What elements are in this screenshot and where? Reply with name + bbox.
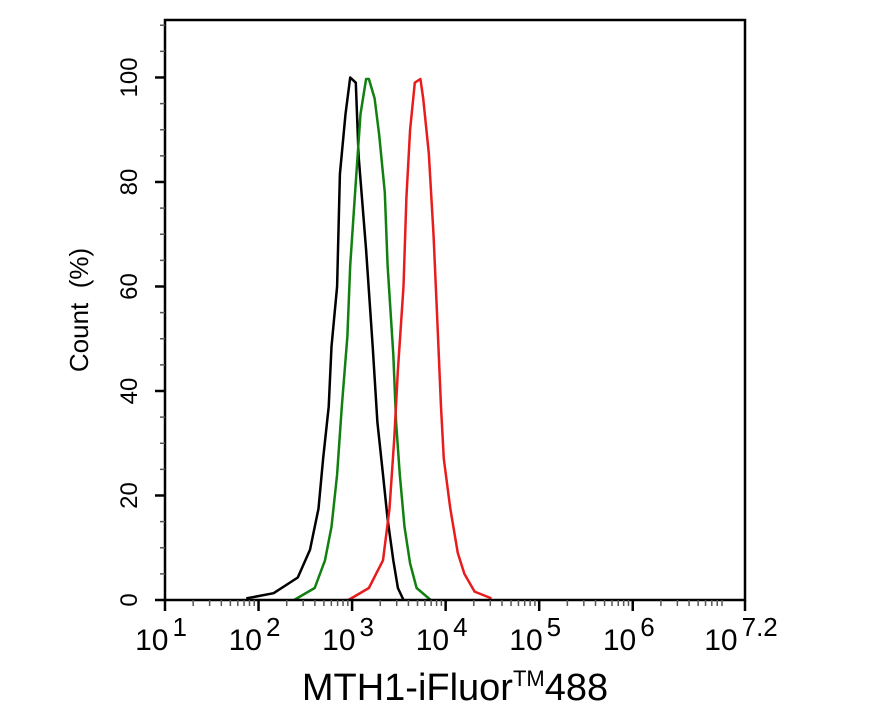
x-tick-exp: 4 [453, 612, 467, 642]
x-tick-base: 10 [416, 624, 449, 657]
series-layer [246, 76, 492, 602]
x-tick-exp: 2 [266, 612, 280, 642]
y-tick-label: 80 [116, 169, 143, 196]
x-tick-label: 10 7.2 [704, 612, 778, 657]
x-tick-exp: 5 [547, 612, 561, 642]
x-tick-label: 10 4 [416, 612, 468, 657]
series-line-1 [293, 77, 432, 602]
x-tick-label: 10 3 [322, 612, 374, 657]
x-tick-base: 10 [603, 624, 636, 657]
x-tick-exp: 3 [360, 612, 374, 642]
y-tick-label: 100 [116, 57, 143, 97]
x-axis-label: MTH1-iFluorTM488 [302, 666, 608, 709]
series-line-0 [246, 76, 405, 601]
y-tick-label: 40 [116, 378, 143, 405]
x-tick-label: 10 1 [135, 612, 187, 657]
x-tick-base: 10 [322, 624, 355, 657]
x-axis-label-main: MTH1-iFluor [302, 667, 513, 709]
x-tick-base: 10 [704, 624, 737, 657]
x-tick-base: 10 [135, 624, 168, 657]
x-tick-base: 10 [229, 624, 262, 657]
x-tick-exp: 1 [172, 612, 186, 642]
series-line-2 [347, 77, 492, 602]
y-tick-label: 60 [116, 273, 143, 300]
x-tick-label: 10 5 [509, 612, 561, 657]
x-tick-label: 10 2 [229, 612, 281, 657]
x-axis-label-sup: TM [513, 666, 545, 691]
x-tick-base: 10 [509, 624, 542, 657]
x-axis-label-suffix: 488 [545, 667, 608, 709]
x-tick-exp: 6 [640, 612, 654, 642]
y-tick-label: 20 [116, 482, 143, 509]
plot-frame [163, 18, 747, 602]
x-tick-label: 10 6 [603, 612, 655, 657]
y-axis-label: Count (%) [64, 248, 94, 372]
y-tick-label: 0 [116, 593, 143, 606]
x-tick-exp: 7.2 [742, 612, 778, 642]
